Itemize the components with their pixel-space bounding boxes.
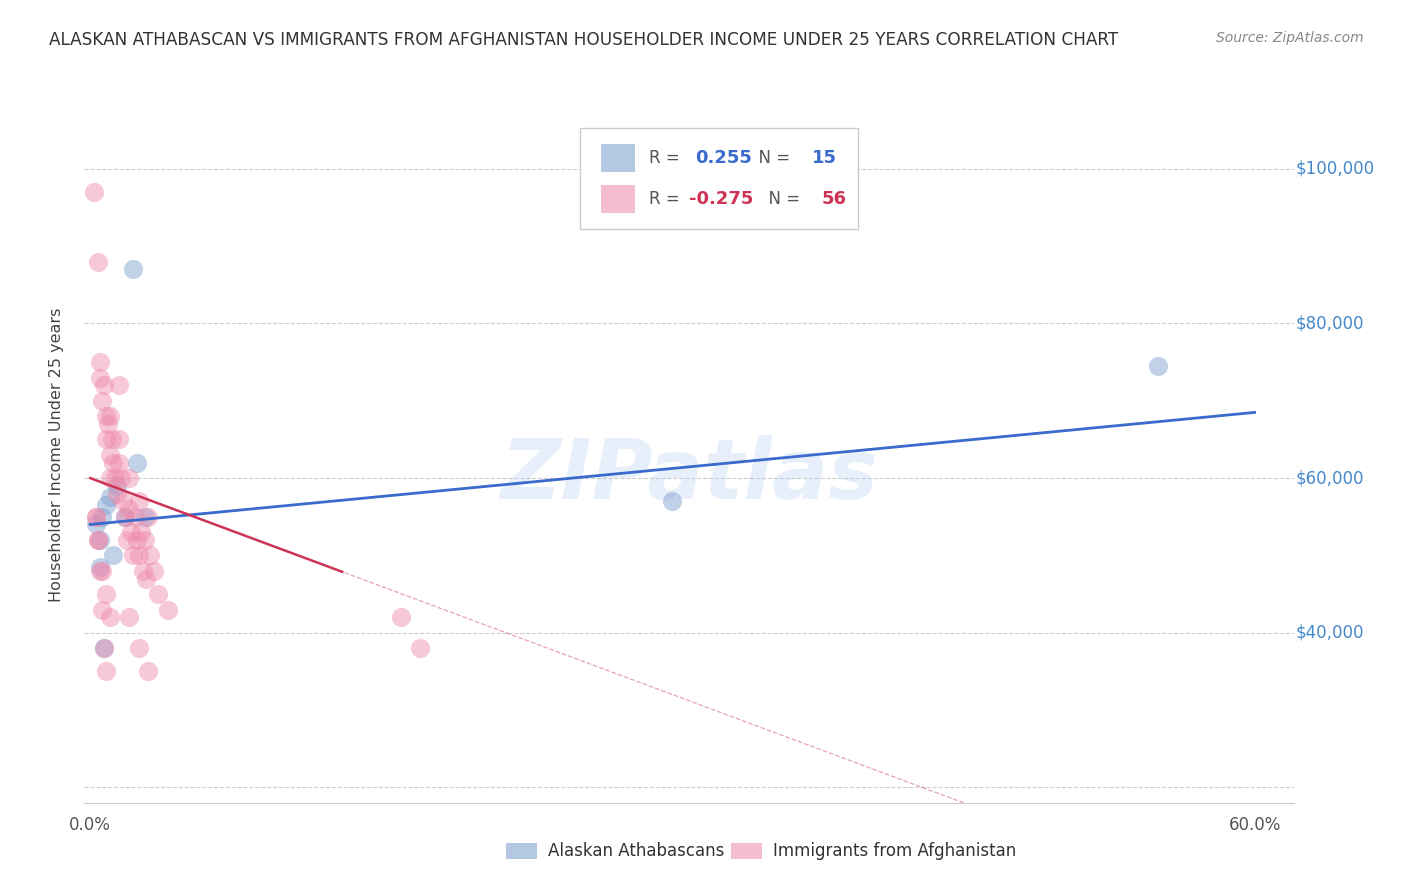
FancyBboxPatch shape	[600, 186, 634, 213]
Point	[93, 641, 115, 656]
Text: R =: R =	[650, 149, 685, 167]
Text: N =: N =	[758, 190, 806, 208]
Text: ZIPatlas: ZIPatlas	[501, 435, 877, 516]
Point	[94, 433, 117, 447]
Point	[139, 549, 162, 563]
Point	[156, 602, 179, 616]
Point	[661, 494, 683, 508]
Point	[138, 509, 160, 524]
Point	[98, 409, 121, 424]
Point	[112, 494, 135, 508]
Text: $100,000: $100,000	[1296, 160, 1375, 178]
Point	[143, 564, 166, 578]
Point	[138, 665, 160, 679]
Point	[128, 549, 150, 563]
Point	[108, 378, 131, 392]
Point	[89, 560, 111, 574]
Point	[128, 641, 150, 656]
Point	[1146, 359, 1168, 373]
Point	[84, 509, 107, 524]
Point	[98, 491, 121, 505]
Point	[98, 471, 121, 485]
Point	[131, 564, 153, 578]
Point	[87, 533, 110, 547]
Point	[93, 378, 115, 392]
FancyBboxPatch shape	[581, 128, 858, 229]
Point	[108, 456, 131, 470]
Point	[94, 498, 117, 512]
Point	[89, 533, 111, 547]
Point	[84, 509, 107, 524]
Point	[103, 549, 125, 563]
Point	[115, 533, 138, 547]
Point	[110, 471, 132, 485]
Point	[100, 433, 122, 447]
Text: 15: 15	[813, 149, 838, 167]
Point	[89, 370, 111, 384]
Point	[89, 564, 111, 578]
Point	[118, 471, 141, 485]
Y-axis label: Householder Income Under 25 years: Householder Income Under 25 years	[49, 308, 63, 602]
Point	[98, 610, 121, 624]
Point	[104, 471, 127, 485]
Point	[94, 587, 117, 601]
Point	[97, 417, 120, 431]
Point	[114, 509, 136, 524]
Text: Alaskan Athabascans: Alaskan Athabascans	[548, 842, 724, 860]
Text: R =: R =	[650, 190, 685, 208]
Point	[118, 610, 141, 624]
Text: ALASKAN ATHABASCAN VS IMMIGRANTS FROM AFGHANISTAN HOUSEHOLDER INCOME UNDER 25 YE: ALASKAN ATHABASCAN VS IMMIGRANTS FROM AF…	[49, 31, 1118, 49]
Point	[134, 509, 156, 524]
Point	[409, 641, 432, 656]
Text: Source: ZipAtlas.com: Source: ZipAtlas.com	[1216, 31, 1364, 45]
Point	[128, 494, 150, 508]
Text: 0.255: 0.255	[695, 149, 752, 167]
Point	[94, 665, 117, 679]
Text: Immigrants from Afghanistan: Immigrants from Afghanistan	[773, 842, 1017, 860]
Point	[146, 587, 169, 601]
Point	[94, 409, 117, 424]
Point	[87, 533, 110, 547]
Point	[122, 549, 145, 563]
Point	[84, 517, 107, 532]
Point	[93, 641, 115, 656]
Point	[105, 479, 128, 493]
Text: -0.275: -0.275	[689, 190, 754, 208]
FancyBboxPatch shape	[600, 144, 634, 171]
Point	[108, 433, 131, 447]
Point	[90, 602, 112, 616]
Text: 56: 56	[823, 190, 846, 208]
Point	[125, 533, 148, 547]
Point	[135, 572, 157, 586]
Point	[120, 525, 142, 540]
Point	[90, 393, 112, 408]
Point	[105, 486, 128, 500]
Point	[124, 509, 146, 524]
Point	[118, 502, 141, 516]
Point	[122, 262, 145, 277]
Text: $60,000: $60,000	[1296, 469, 1364, 487]
Point	[103, 456, 125, 470]
Text: $40,000: $40,000	[1296, 624, 1364, 641]
Point	[129, 525, 152, 540]
Point	[389, 610, 412, 624]
Text: N =: N =	[748, 149, 796, 167]
Point	[98, 448, 121, 462]
Point	[90, 509, 112, 524]
Point	[134, 533, 156, 547]
Point	[87, 254, 110, 268]
Point	[114, 509, 136, 524]
Point	[125, 456, 148, 470]
Point	[90, 564, 112, 578]
Point	[83, 185, 105, 199]
Text: $80,000: $80,000	[1296, 315, 1364, 333]
Point	[89, 355, 111, 369]
